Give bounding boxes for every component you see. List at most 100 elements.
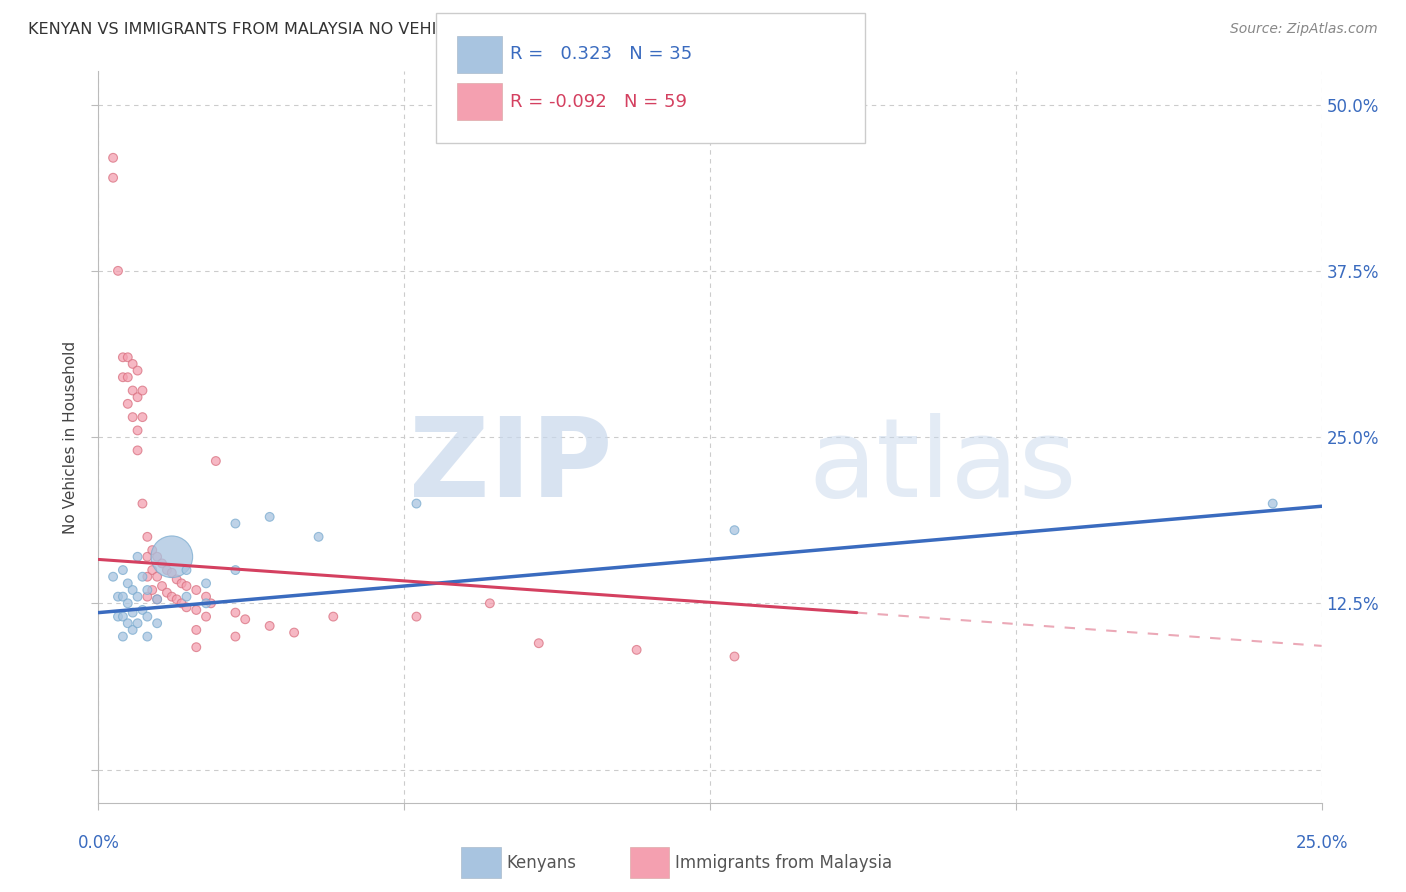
Point	[136, 570, 159, 584]
Point	[186, 603, 208, 617]
Point	[121, 357, 143, 371]
Point	[121, 410, 143, 425]
Point	[131, 603, 153, 617]
Point	[186, 640, 208, 655]
Point	[186, 582, 208, 597]
Point	[405, 497, 427, 511]
Point	[127, 590, 149, 604]
Point	[131, 410, 153, 425]
Point	[127, 424, 149, 438]
Point	[308, 530, 330, 544]
Point	[136, 582, 159, 597]
Point	[170, 576, 193, 591]
Point	[405, 609, 427, 624]
Point	[111, 590, 134, 604]
Point	[283, 625, 305, 640]
Point	[224, 563, 246, 577]
Text: R = -0.092   N = 59: R = -0.092 N = 59	[510, 93, 688, 111]
Point	[111, 609, 134, 624]
Point	[195, 590, 218, 604]
Point	[117, 397, 139, 411]
Point	[146, 592, 169, 607]
Point	[146, 570, 169, 584]
Point	[127, 443, 149, 458]
Point	[117, 616, 139, 631]
Point	[111, 563, 134, 577]
Point	[626, 643, 648, 657]
Point	[136, 609, 159, 624]
Point	[176, 600, 198, 615]
Point	[150, 579, 173, 593]
Point	[101, 151, 124, 165]
Point	[131, 570, 153, 584]
Point	[527, 636, 550, 650]
Point	[117, 576, 139, 591]
Point	[723, 523, 745, 537]
Point	[259, 509, 281, 524]
Point	[131, 384, 153, 398]
Text: atlas: atlas	[808, 413, 1077, 520]
Text: ZIP: ZIP	[409, 413, 612, 520]
Point	[141, 582, 163, 597]
Text: Source: ZipAtlas.com: Source: ZipAtlas.com	[1230, 22, 1378, 37]
Point	[176, 563, 198, 577]
Point	[259, 619, 281, 633]
Point	[166, 573, 188, 587]
Point	[160, 549, 183, 564]
Point	[101, 170, 124, 185]
Point	[111, 351, 134, 365]
Point	[136, 590, 159, 604]
Point	[200, 596, 222, 610]
Text: KENYAN VS IMMIGRANTS FROM MALAYSIA NO VEHICLES IN HOUSEHOLD CORRELATION CHART: KENYAN VS IMMIGRANTS FROM MALAYSIA NO VE…	[28, 22, 785, 37]
Point	[156, 563, 179, 577]
Point	[107, 590, 129, 604]
Y-axis label: No Vehicles in Household: No Vehicles in Household	[63, 341, 79, 533]
Point	[127, 390, 149, 404]
Point	[121, 623, 143, 637]
Text: R =   0.323   N = 35: R = 0.323 N = 35	[510, 45, 693, 63]
Text: 25.0%: 25.0%	[1295, 834, 1348, 852]
Point	[117, 370, 139, 384]
Point	[160, 590, 183, 604]
Point	[322, 609, 344, 624]
Point	[141, 563, 163, 577]
Point	[195, 576, 218, 591]
Point	[224, 606, 246, 620]
Point	[205, 454, 228, 468]
Point	[478, 596, 501, 610]
Point	[224, 630, 246, 644]
Point	[101, 570, 124, 584]
Point	[117, 596, 139, 610]
Point	[127, 549, 149, 564]
Point	[146, 592, 169, 607]
Point	[121, 606, 143, 620]
Point	[146, 616, 169, 631]
Point	[127, 616, 149, 631]
Point	[166, 592, 188, 607]
Point	[195, 596, 218, 610]
Text: 0.0%: 0.0%	[77, 834, 120, 852]
Point	[121, 582, 143, 597]
Point	[107, 264, 129, 278]
Point	[136, 630, 159, 644]
Point	[723, 649, 745, 664]
Point	[146, 549, 169, 564]
Point	[136, 549, 159, 564]
Point	[117, 351, 139, 365]
Point	[176, 579, 198, 593]
Point	[224, 516, 246, 531]
Point	[136, 530, 159, 544]
Point	[1261, 497, 1284, 511]
Point	[156, 585, 179, 599]
Point	[127, 363, 149, 377]
Point	[160, 566, 183, 580]
Point	[131, 497, 153, 511]
Text: Kenyans: Kenyans	[506, 854, 576, 871]
Text: Immigrants from Malaysia: Immigrants from Malaysia	[675, 854, 891, 871]
Point	[121, 384, 143, 398]
Point	[195, 609, 218, 624]
Point	[186, 623, 208, 637]
Point	[107, 609, 129, 624]
Point	[170, 596, 193, 610]
Point	[233, 612, 256, 626]
